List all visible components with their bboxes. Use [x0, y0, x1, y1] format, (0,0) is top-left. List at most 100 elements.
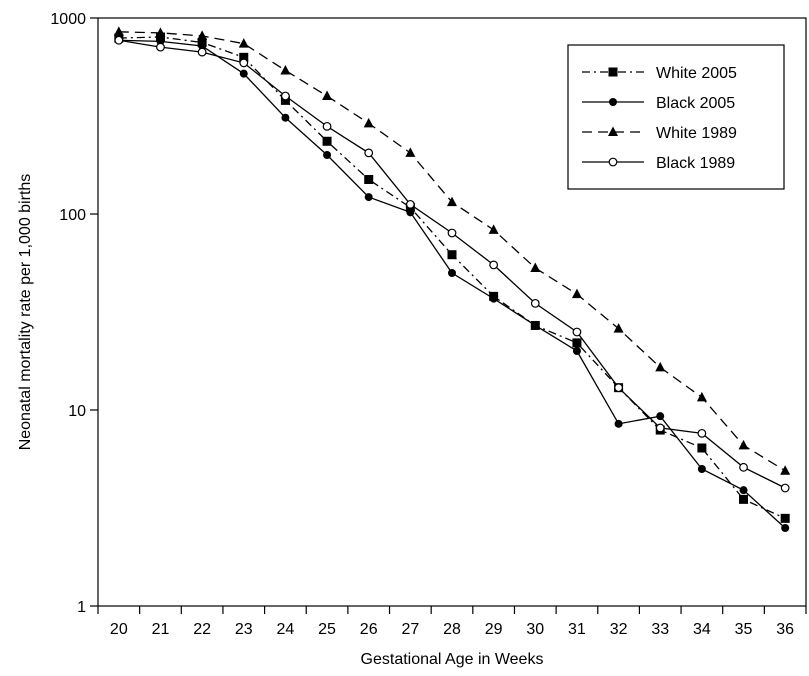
data-point-white-1989 [696, 391, 707, 402]
legend-marker-black-2005 [609, 98, 617, 106]
data-point-black-2005 [781, 524, 790, 533]
y-tick-label: 1000 [50, 11, 86, 28]
data-point-black-1989 [156, 42, 165, 52]
data-point-black-1989 [197, 47, 207, 57]
data-point-black-1989 [572, 327, 582, 337]
x-tick-label: 27 [401, 621, 419, 638]
legend-marker-black-1989 [608, 157, 618, 167]
data-point-black-2005 [198, 41, 207, 50]
legend-label-white-1989: White 1989 [656, 125, 737, 142]
data-point-white-1989 [655, 361, 666, 372]
x-tick-label: 30 [526, 621, 544, 638]
data-point-white-2005 [697, 443, 707, 453]
legend-box [567, 44, 785, 190]
data-point-white-1989 [113, 26, 124, 36]
series-black-2005 [114, 36, 790, 533]
data-point-white-1989 [738, 439, 749, 450]
legend-label-white-2005: White 2005 [656, 65, 737, 82]
data-point-black-1989 [655, 423, 665, 433]
data-point-white-1989 [488, 224, 499, 234]
data-point-black-1989 [114, 35, 124, 45]
x-tick-label: 23 [235, 621, 253, 638]
data-point-black-1989 [322, 121, 332, 131]
data-point-white-1989 [322, 90, 333, 100]
data-point-white-1989 [238, 38, 249, 48]
data-point-black-2005 [448, 269, 456, 278]
x-tick-label: 21 [152, 621, 170, 638]
data-point-black-1989 [697, 428, 707, 438]
legend-item-black-1989: Black 1989 [582, 155, 735, 172]
legend-label-black-2005: Black 2005 [656, 95, 735, 112]
data-point-black-1989 [780, 483, 790, 493]
legend-label-black-1989: Black 1989 [656, 155, 735, 172]
plot-frame [97, 17, 807, 607]
x-tick-label: 24 [277, 621, 295, 638]
data-point-black-1989 [364, 148, 374, 158]
data-point-black-2005 [323, 150, 332, 159]
data-point-black-1989 [239, 58, 249, 68]
data-point-white-1989 [280, 64, 291, 75]
x-tick-label: 20 [110, 621, 128, 638]
data-point-black-2005 [239, 69, 248, 78]
data-point-black-2005 [364, 193, 373, 202]
legend-item-white-1989: White 1989 [582, 125, 737, 142]
legend-item-white-2005: White 2005 [582, 65, 737, 82]
legend-marker-white-2005 [608, 67, 618, 77]
x-tick-label: 32 [610, 621, 628, 638]
data-point-white-2005 [239, 52, 249, 62]
data-point-white-1989 [197, 30, 208, 40]
data-point-black-2005 [656, 412, 665, 421]
data-point-black-1989 [447, 228, 457, 238]
data-point-white-1989 [530, 262, 541, 273]
legend-marker-white-1989 [608, 126, 618, 136]
y-axis: 1 10 100 1000 [50, 11, 98, 616]
x-tick-label: 25 [318, 621, 336, 638]
data-point-black-1989 [614, 383, 623, 393]
data-point-black-2005 [531, 321, 540, 330]
data-point-black-1989 [489, 260, 499, 270]
series-layer [113, 26, 791, 533]
x-tick-label: 26 [360, 621, 378, 638]
data-point-black-2005 [739, 486, 748, 495]
data-point-black-2005 [489, 294, 498, 303]
data-point-white-2005 [364, 174, 374, 184]
data-point-white-2005 [155, 32, 165, 42]
y-tick-label: 1 [77, 599, 86, 616]
data-point-black-1989 [739, 462, 748, 472]
data-point-black-2005 [406, 208, 415, 217]
data-point-white-1989 [405, 147, 416, 157]
data-point-black-2005 [697, 465, 706, 474]
data-point-white-1989 [155, 27, 166, 37]
legend-item-black-2005: Black 2005 [582, 95, 735, 112]
series-white-1989 [113, 26, 791, 475]
data-point-white-2005 [572, 338, 582, 348]
data-point-black-2005 [281, 113, 290, 122]
legend: White 2005 Black 2005 White 1989 Black 1989 [567, 44, 785, 190]
x-tick-label: 34 [693, 621, 711, 638]
x-tick-label: 31 [568, 621, 586, 638]
y-tick-label: 10 [68, 403, 86, 420]
data-point-white-2005 [322, 136, 332, 146]
y-tick-label: 100 [59, 207, 86, 224]
data-point-white-1989 [447, 196, 457, 207]
data-point-black-1989 [530, 298, 540, 308]
x-tick-label: 28 [443, 621, 461, 638]
data-point-white-1989 [571, 288, 582, 299]
series-black-1989 [114, 35, 790, 493]
x-axis: 20 21 22 23 24 25 26 27 28 29 30 31 32 33 34 35 36 [97, 606, 807, 638]
data-point-white-2005 [447, 250, 457, 260]
data-point-black-1989 [281, 91, 290, 101]
x-axis-title: Gestational Age in Weeks [361, 651, 544, 668]
data-point-white-1989 [613, 323, 624, 333]
y-axis-title: Neonatal mortality rate per 1,000 births [17, 174, 34, 451]
x-tick-label: 33 [651, 621, 669, 638]
data-point-black-2005 [614, 419, 623, 428]
x-tick-label: 35 [735, 621, 753, 638]
x-tick-label: 22 [193, 621, 211, 638]
data-point-black-2005 [572, 346, 581, 355]
data-point-white-1989 [363, 117, 374, 128]
data-point-white-2005 [780, 513, 790, 523]
data-point-white-2005 [739, 494, 749, 504]
x-tick-label: 29 [485, 621, 503, 638]
